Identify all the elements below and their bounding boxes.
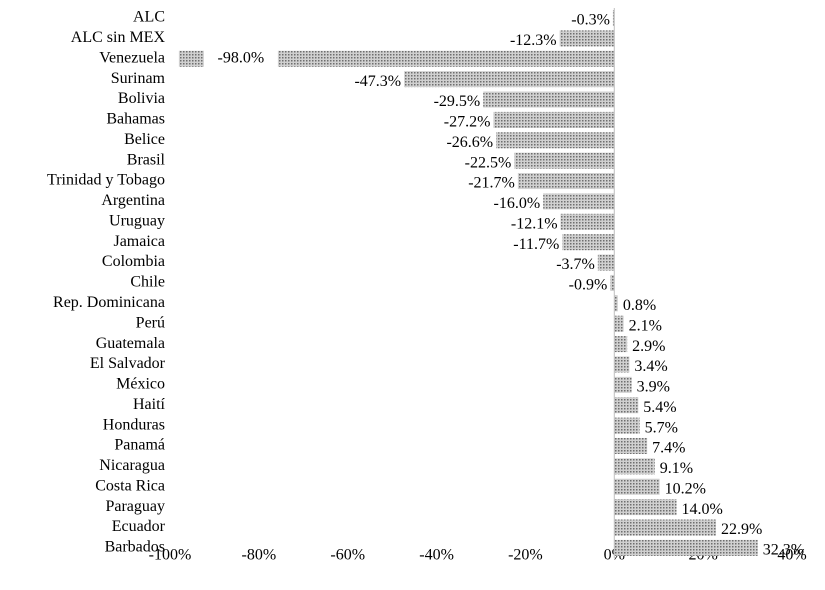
category-label: Costa Rica — [95, 477, 165, 494]
category-label: Paraguay — [105, 498, 165, 515]
category-label: ALC — [133, 9, 165, 26]
value-label: -22.5% — [465, 154, 512, 171]
category-label: México — [116, 376, 165, 393]
bar — [559, 30, 615, 47]
value-label: -21.7% — [468, 175, 515, 192]
category-label: Bolivia — [118, 90, 165, 107]
value-label: -0.9% — [569, 277, 608, 294]
bar — [496, 132, 615, 149]
bar — [614, 458, 655, 475]
category-label: Panamá — [114, 437, 165, 454]
bar — [614, 437, 648, 454]
value-label: 3.9% — [637, 379, 670, 396]
category-label: Brasil — [127, 151, 166, 168]
bar — [614, 397, 639, 414]
value-label: -47.3% — [354, 73, 401, 90]
category-label: Nicaragua — [99, 457, 165, 474]
value-label: 9.1% — [660, 460, 693, 477]
bar — [614, 295, 618, 312]
bar — [614, 519, 717, 536]
value-label: -11.7% — [513, 236, 559, 253]
category-label: Argentina — [101, 192, 165, 209]
x-tick-label: -100% — [149, 547, 192, 564]
category-label: Ecuador — [112, 518, 166, 535]
value-label: -26.6% — [446, 134, 493, 151]
value-label: -12.1% — [511, 215, 558, 232]
category-label: Haití — [133, 396, 166, 413]
bar — [178, 50, 615, 67]
bar — [610, 274, 615, 291]
bar — [543, 193, 615, 210]
bar — [614, 478, 660, 495]
bar — [614, 539, 758, 556]
category-label: Colombia — [102, 253, 165, 270]
category-label: Guatemala — [96, 335, 165, 352]
bar — [514, 152, 615, 169]
bar — [562, 234, 615, 251]
category-label: Chile — [130, 274, 165, 291]
bar — [560, 213, 615, 230]
value-label: 3.4% — [634, 358, 667, 375]
category-label: Jamaica — [113, 233, 165, 250]
bar — [614, 499, 677, 516]
bar — [483, 91, 615, 108]
value-label: -29.5% — [434, 93, 481, 110]
bar — [597, 254, 615, 271]
category-label: Surinam — [111, 70, 166, 87]
value-label: 0.8% — [623, 297, 656, 314]
bar — [614, 356, 630, 373]
bar — [612, 10, 615, 26]
category-label: ALC sin MEX — [71, 29, 166, 46]
bar — [517, 173, 615, 190]
value-label: 5.7% — [645, 419, 678, 436]
bar — [614, 376, 632, 393]
value-label: 5.4% — [643, 399, 676, 416]
value-label: -3.7% — [556, 256, 595, 273]
value-label: -0.3% — [571, 12, 610, 29]
x-tick-label: -40% — [419, 547, 454, 564]
value-label: -98.0% — [218, 49, 265, 66]
value-label: -16.0% — [494, 195, 541, 212]
value-label-bg — [203, 49, 278, 68]
value-label: 22.9% — [721, 521, 762, 538]
value-label: 2.1% — [629, 317, 662, 334]
category-label: Venezuela — [99, 49, 165, 66]
bar — [493, 111, 615, 128]
bar — [404, 71, 615, 88]
x-tick-label: -80% — [242, 547, 277, 564]
category-label: Perú — [136, 314, 165, 331]
category-label: Belice — [124, 131, 165, 148]
value-label: 14.0% — [681, 501, 722, 518]
value-label: 7.4% — [652, 440, 685, 457]
category-label: Bahamas — [106, 111, 165, 128]
category-label: Uruguay — [109, 212, 165, 229]
bar — [614, 315, 624, 332]
category-label: El Salvador — [90, 355, 166, 372]
bar — [614, 336, 628, 353]
value-label: 2.9% — [632, 338, 665, 355]
value-label: -12.3% — [510, 32, 557, 49]
category-label: Trinidad y Tobago — [47, 172, 165, 189]
x-tick-label: 40% — [777, 547, 806, 564]
value-label: 10.2% — [665, 480, 706, 497]
category-label: Honduras — [103, 416, 165, 433]
bar — [614, 417, 640, 434]
category-label: Rep. Dominicana — [53, 294, 165, 311]
category-label: Barbados — [105, 539, 165, 556]
x-tick-label: -60% — [330, 547, 365, 564]
value-label: -27.2% — [444, 114, 491, 131]
value-label: 32.3% — [763, 542, 804, 559]
x-tick-label: -20% — [508, 547, 543, 564]
